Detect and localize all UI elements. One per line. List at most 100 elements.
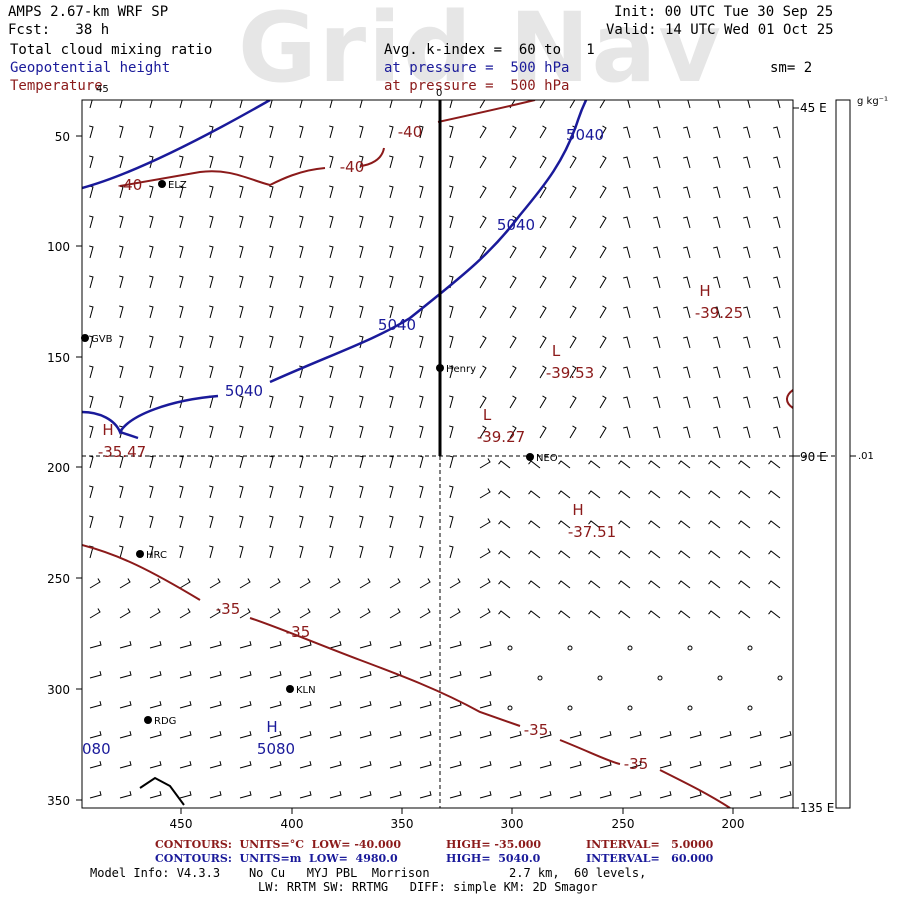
wind-barb [179,485,184,499]
plot-frame [81,99,794,809]
wind-barb [269,100,273,109]
wind-barb [618,520,631,529]
wind-barb [299,641,312,649]
extremum-letter: H [572,501,583,519]
wind-barb [329,761,342,769]
wind-barb [329,335,334,349]
wind-barb [659,761,672,769]
wind-barb [799,581,810,588]
wind-barb [773,216,781,229]
wind-barb [419,671,432,679]
wind-barb [803,247,810,258]
wind-barb [389,215,394,229]
wind-barb [799,521,810,528]
wind-barb [588,520,601,529]
wind-barb [329,791,342,799]
wind-barb [269,125,274,139]
gridnav-watermark: Grid Nav [238,0,723,104]
wind-barb [498,550,511,559]
wind-barb [239,485,244,499]
wind-barb [239,578,251,589]
wind-barb [768,520,781,529]
wind-barb [479,155,487,169]
height-high-letter: H [266,718,277,736]
wind-barb [209,100,213,109]
wind-barb [209,425,214,439]
station-label: Henry [446,364,476,375]
wind-barb [269,791,282,799]
wind-barb [479,548,491,559]
wind-barb [299,155,304,169]
wind-barb [299,125,304,139]
wind-barb [329,731,342,739]
wind-barb [89,731,102,739]
extremum-value: -39.53 [546,364,594,382]
wind-barb [449,761,462,769]
wind-barb [749,791,762,799]
wind-barb [539,245,547,259]
height-contour [139,776,185,806]
wind-barb [269,335,274,349]
wind-barb [623,366,631,379]
wind-barb [773,246,781,259]
wind-barb [119,215,124,229]
wind-barb [269,671,282,679]
wind-barb [653,246,661,259]
wind-barb [389,641,402,649]
wind-barb [179,155,184,169]
wind-barb [569,365,577,379]
wind-barb [359,515,364,529]
wind-barb [239,545,244,559]
field-temperature: Temperature [10,78,103,94]
wind-barb [329,125,334,139]
wind-barb [683,126,691,139]
wind-barb [719,731,732,739]
wind-barb [299,761,312,769]
wind-barb [773,336,781,349]
wind-barb [653,216,661,229]
wind-barb [539,731,552,739]
height-contour [82,100,271,190]
wind-barb [810,761,821,768]
wind-barb [239,215,244,229]
wind-barb [209,335,214,349]
wind-barb [299,671,312,679]
wind-barb [713,276,721,289]
wind-barb [803,217,810,228]
wind-barb [119,701,132,709]
extremum-value: -39.25 [695,304,743,322]
wind-barb [149,701,162,709]
wind-barb [359,701,372,709]
wind-barb [678,460,691,469]
wind-barb [768,610,781,619]
wind-barb [479,488,491,499]
wind-barb [479,365,487,379]
wind-barb [359,365,364,379]
wind-barb [209,275,214,289]
wind-barb [479,275,487,289]
wind-barb [119,305,124,319]
wind-barb [299,701,312,709]
wind-barb [179,761,192,769]
wind-barb [648,460,661,469]
wind-barb [329,578,341,589]
k-index-avg: Avg. k-index = 60 to 1 [384,42,595,58]
wind-barb [419,455,424,469]
wind-barb [479,731,492,739]
wind-barb [119,578,131,589]
wind-barb [89,578,101,589]
wind-barb [389,608,401,619]
wind-barb [419,125,424,139]
y-tick-label: 300 [47,683,70,697]
wind-barb [768,550,781,559]
wind-barb [528,610,541,619]
wind-barb [149,761,162,769]
wind-barb [629,791,642,799]
wind-barb [618,610,631,619]
wind-barb [89,455,94,469]
wind-barb [149,671,162,679]
wind-barb [419,485,424,499]
colorbar-unit: g kg⁻¹ [857,96,888,107]
wind-barb [299,791,312,799]
